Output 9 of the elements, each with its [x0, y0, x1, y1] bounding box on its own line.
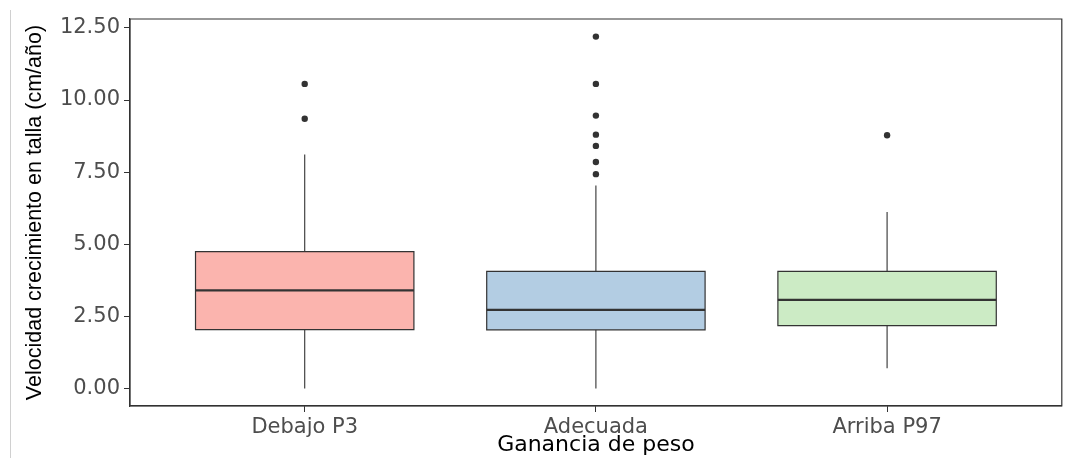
- y-tick-label: 12.50: [59, 14, 120, 39]
- y-tick-label: 10.00: [59, 86, 120, 111]
- x-tick-label: Debajo P3: [251, 414, 359, 439]
- y-tick-label: 5.00: [73, 230, 120, 255]
- x-tick-label: Arriba P97: [832, 414, 942, 439]
- y-tick-label: 0.00: [73, 374, 120, 399]
- y-tick-label: 7.50: [73, 158, 120, 183]
- y-tick-label: 2.50: [73, 302, 120, 327]
- y-axis-title: Velocidad crecimiento en talla (cm/año): [21, 24, 46, 401]
